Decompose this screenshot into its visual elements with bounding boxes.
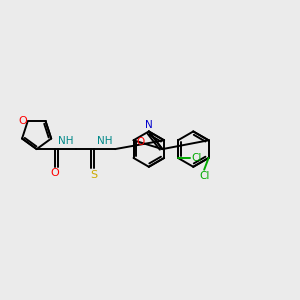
Text: S: S	[90, 170, 97, 180]
Text: O: O	[18, 116, 27, 126]
Text: NH: NH	[97, 136, 112, 146]
Text: N: N	[145, 120, 153, 130]
Text: NH: NH	[58, 136, 73, 146]
Text: Cl: Cl	[199, 171, 209, 181]
Text: O: O	[136, 137, 144, 147]
Text: Cl: Cl	[192, 153, 202, 163]
Text: O: O	[51, 168, 60, 178]
